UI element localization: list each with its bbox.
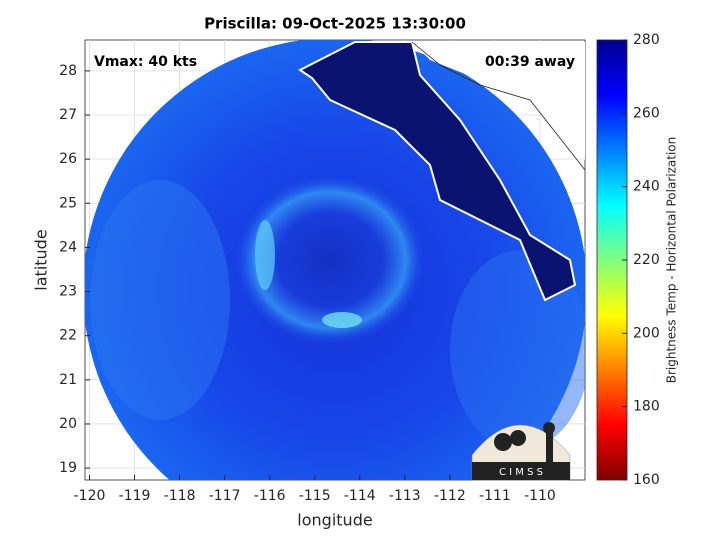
imagery	[85, 40, 585, 480]
x-tick-label: -120	[74, 488, 106, 504]
colorbar-label: Brightness Temp - Horizontal Polarizatio…	[665, 137, 679, 384]
colorbar-tick-label: 280	[633, 32, 660, 48]
colorbar-tick-label: 160	[633, 472, 660, 488]
y-tick-label: 22	[59, 328, 77, 344]
y-tick-label: 20	[59, 416, 77, 432]
x-tick-label: -110	[524, 488, 556, 504]
y-tick-label: 24	[59, 239, 77, 255]
x-tick-label: -112	[434, 488, 466, 504]
y-tick-label: 25	[59, 195, 77, 211]
x-tick-label: -114	[344, 488, 376, 504]
x-tick-label: -118	[164, 488, 196, 504]
logo: C I M S S	[471, 422, 571, 481]
x-tick-label: -119	[119, 488, 151, 504]
x-tick-label: -116	[254, 488, 286, 504]
y-tick-label: 26	[59, 151, 77, 167]
y-tick-label: 27	[59, 107, 77, 123]
x-tick-label: -111	[479, 488, 511, 504]
x-tick-label: -117	[209, 488, 241, 504]
colorbar-tick-label: 220	[633, 252, 660, 268]
x-axis-label: longitude	[297, 511, 372, 530]
colorbar-tick-label: 240	[633, 179, 660, 195]
chart-title: Priscilla: 09-Oct-2025 13:30:00	[204, 15, 466, 33]
y-tick-label: 28	[59, 63, 77, 79]
colorbar-tick-label: 260	[633, 105, 660, 121]
y-tick-label: 21	[59, 372, 77, 388]
logo-text: C I M S S	[499, 467, 543, 478]
y-axis-label: latitude	[32, 229, 51, 290]
colorbar-tick-label: 200	[633, 325, 660, 341]
annotation: Vmax: 40 kts	[94, 54, 197, 70]
x-tick-label: -115	[299, 488, 331, 504]
y-tick-label: 23	[59, 284, 77, 300]
colorbar-tick-label: 180	[633, 399, 660, 415]
y-tick-label: 19	[59, 460, 77, 476]
x-tick-label: -113	[389, 488, 421, 504]
annotation: 00:39 away	[485, 54, 575, 70]
